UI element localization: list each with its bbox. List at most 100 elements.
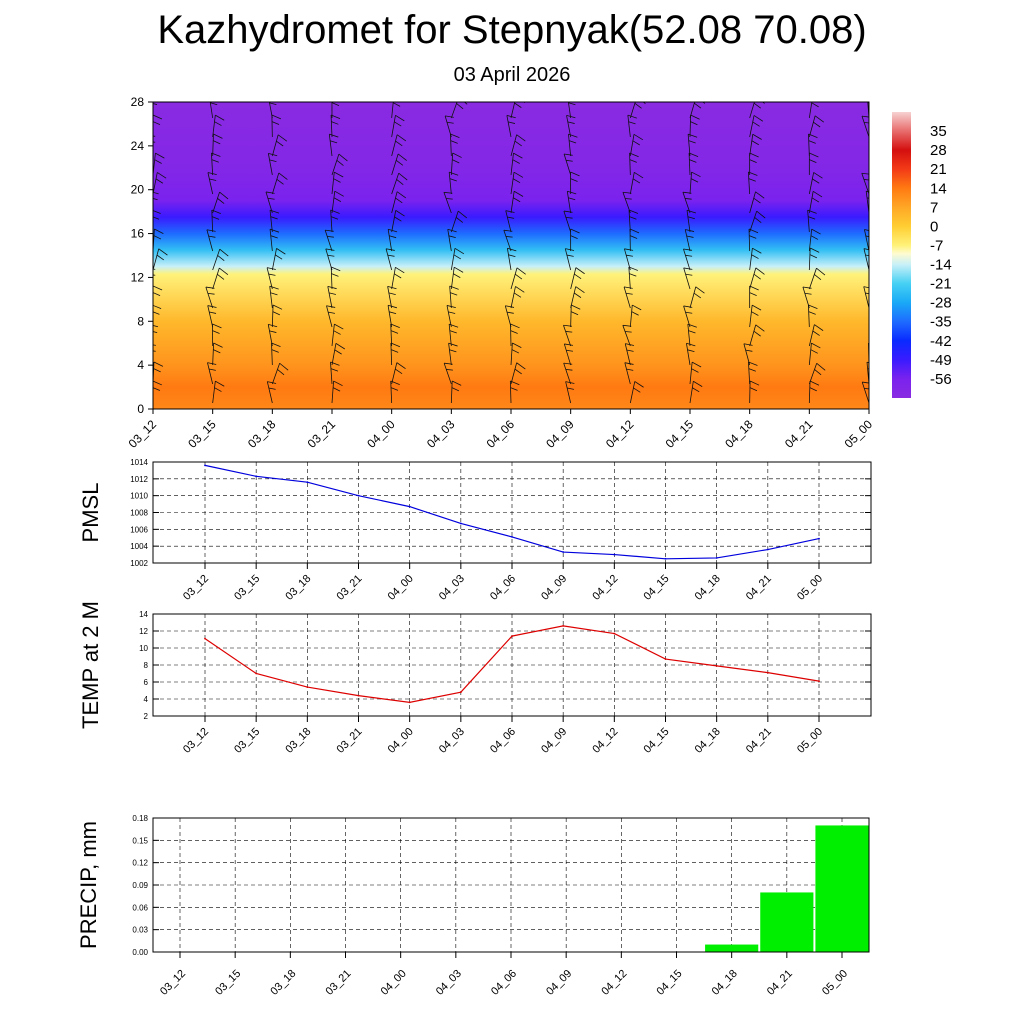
- wind-barb-flag: [628, 209, 639, 214]
- wind-barb-flag: [451, 380, 462, 386]
- wind-barb-flag: [631, 311, 639, 316]
- data-point: [562, 625, 565, 627]
- wind-barb: [747, 172, 751, 195]
- wind-barb-flag: [809, 387, 817, 392]
- wind-barb-flag: [450, 133, 460, 139]
- wind-barb-flag: [449, 171, 459, 176]
- wind-barb: [448, 172, 452, 195]
- precip-bar: [705, 944, 759, 952]
- data-point: [357, 694, 360, 697]
- y-tick-label: 1010: [130, 492, 148, 501]
- wind-barb: [627, 115, 631, 138]
- wind-barb-flag: [574, 273, 582, 280]
- x-tick-label: 04_03: [424, 417, 458, 451]
- wind-barb-flag: [754, 217, 762, 223]
- wind-barb-flag: [215, 380, 225, 387]
- x-tick-label: 04_12: [590, 573, 620, 603]
- wind-barb: [205, 286, 214, 309]
- wind-barb-flag: [153, 235, 162, 240]
- wind-barb: [749, 102, 755, 119]
- wind-barb-flag: [753, 102, 762, 109]
- wind-barb-flag: [153, 331, 158, 333]
- y-tick-label: 12: [139, 627, 148, 636]
- wind-barb-flag: [749, 292, 757, 296]
- wind-barb-flag: [217, 274, 225, 280]
- wind-barb-flag: [271, 121, 280, 125]
- x-tick-label: 03_18: [268, 968, 298, 998]
- wind-barb-flag: [395, 210, 405, 217]
- wind-barb-flag: [276, 248, 286, 255]
- wind-barb-flag: [269, 102, 277, 105]
- y-tick-label: 0.00: [132, 948, 148, 957]
- wind-barb: [749, 211, 758, 233]
- wind-barb: [563, 210, 572, 233]
- wind-barb-flag: [153, 114, 163, 120]
- y-axis-label: TEMP at 2 M: [78, 601, 103, 729]
- wind-barb: [267, 324, 273, 347]
- wind-barb-flag: [752, 121, 760, 127]
- colorbar: 35 28 21 14 7 0 -7 -14 -21 -28 -35 -42 -49 -56: [892, 112, 952, 398]
- wind-barb: [269, 210, 273, 233]
- wind-barb-flag: [209, 178, 217, 181]
- x-tick-label: 05_00: [795, 573, 825, 603]
- wind-barb-flag: [213, 342, 223, 348]
- wind-barb-flag: [567, 387, 575, 390]
- wind-barb: [391, 115, 396, 138]
- wind-barb-flag: [748, 361, 758, 366]
- wind-barb-flag: [568, 197, 576, 201]
- wind-barb: [743, 343, 751, 366]
- wind-barb-flag: [813, 96, 822, 101]
- wind-barb: [510, 134, 518, 157]
- x-tick-label: 04_18: [693, 573, 723, 603]
- wind-barb: [868, 344, 869, 346]
- wind-barb-flag: [624, 286, 633, 289]
- wind-barb-flag: [207, 362, 217, 365]
- wind-barb-flag: [633, 133, 644, 141]
- wind-barb: [510, 172, 515, 195]
- wind-barb: [443, 192, 452, 214]
- wind-barb-flag: [155, 152, 165, 159]
- wind-barb-flag: [690, 114, 700, 120]
- colorbar-label: -35: [930, 314, 952, 331]
- wind-barb: [448, 324, 452, 347]
- wind-barb: [808, 229, 813, 252]
- wind-barb: [269, 286, 273, 309]
- wind-barb-flag: [565, 331, 573, 333]
- wind-barb-flag: [453, 273, 461, 278]
- data-point: [715, 557, 718, 559]
- wind-barb-flag: [629, 159, 637, 163]
- wind-barb-flag: [628, 121, 636, 125]
- wind-barb-flag: [811, 342, 821, 349]
- wind-barb: [623, 286, 631, 309]
- wind-barb-flag: [457, 210, 468, 219]
- wind-barb: [808, 343, 812, 366]
- wind-barb-flag: [392, 102, 401, 107]
- colorbar-label: -7: [930, 237, 943, 254]
- wind-barb-flag: [564, 153, 573, 156]
- wind-barb-flag: [272, 304, 283, 310]
- wind-barb: [808, 172, 815, 195]
- wind-barb-flag: [566, 254, 574, 257]
- wind-barb: [385, 248, 393, 271]
- x-tick-label: 04_18: [693, 726, 723, 756]
- wind-barb: [689, 114, 692, 138]
- wind-barb-flag: [335, 343, 346, 350]
- colorbar-label: 14: [930, 180, 947, 197]
- wind-barb: [622, 325, 631, 347]
- y-tick-label: 8: [144, 661, 149, 670]
- wind-barb: [629, 152, 631, 176]
- x-tick-label: 03_12: [158, 968, 188, 998]
- wind-barb: [689, 286, 697, 309]
- wind-barb-flag: [272, 311, 281, 316]
- wind-barb-flag: [449, 285, 459, 290]
- data-point: [511, 536, 513, 538]
- wind-barb-flag: [153, 121, 161, 125]
- wind-barb: [266, 267, 273, 290]
- x-tick-label: 04_12: [599, 968, 629, 998]
- y-tick-label: 1014: [130, 458, 148, 467]
- wind-barb-flag: [153, 324, 159, 328]
- wind-barb: [387, 305, 393, 328]
- data-point: [511, 635, 513, 637]
